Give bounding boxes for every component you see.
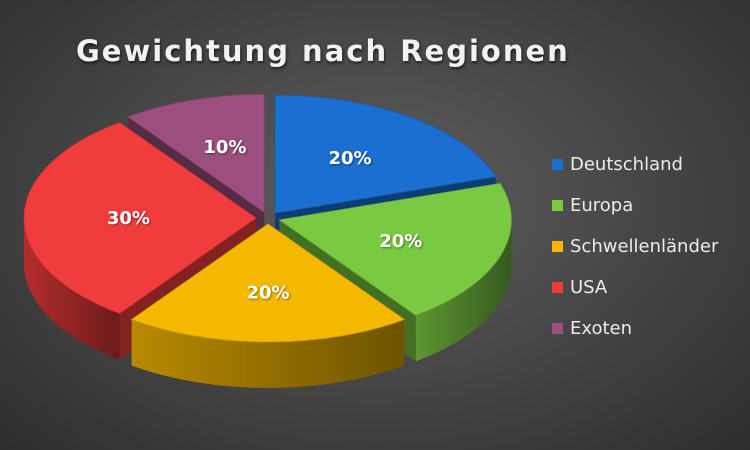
data-label-usa: 30% [107, 208, 150, 229]
legend-swatch-exoten [552, 323, 563, 334]
chart-legend: Deutschland Europa Schwellenländer USA Exote… [552, 144, 718, 349]
legend-swatch-europa [552, 200, 563, 211]
data-label-deutschland: 20% [329, 148, 372, 169]
legend-label-exoten: Exoten [570, 318, 633, 339]
pie-slice-usa [23, 122, 257, 314]
legend-item-exoten: Exoten [552, 308, 718, 349]
legend-item-deutschland: Deutschland [552, 144, 718, 185]
legend-label-usa: USA [570, 277, 608, 298]
legend-item-usa: USA [552, 267, 718, 308]
legend-swatch-schwellenlander [552, 241, 563, 252]
pie-slice-deutschland [274, 94, 497, 214]
pie-slice-europa [278, 182, 512, 316]
legend-label-deutschland: Deutschland [570, 154, 683, 175]
pie-slice-wall-schwellenlander [131, 319, 405, 389]
legend-label-europa: Europa [570, 195, 634, 216]
data-label-exoten: 10% [203, 137, 246, 158]
data-label-schwellenlander: 20% [246, 282, 289, 303]
legend-item-europa: Europa [552, 185, 718, 226]
legend-item-schwellenlander: Schwellenländer [552, 226, 718, 267]
pie-slice-wall-usa [24, 218, 120, 360]
pie-slice-schwellenlander [130, 223, 406, 343]
legend-label-schwellenlander: Schwellenländer [570, 236, 719, 257]
pie-slice-wall-europa [415, 219, 512, 362]
chart-title: Gewichtung nach Regionen [76, 34, 570, 68]
data-label-europa: 20% [379, 231, 422, 252]
legend-swatch-usa [552, 282, 563, 293]
pie-slice-exoten [127, 93, 265, 214]
legend-swatch-deutschland [552, 159, 563, 170]
